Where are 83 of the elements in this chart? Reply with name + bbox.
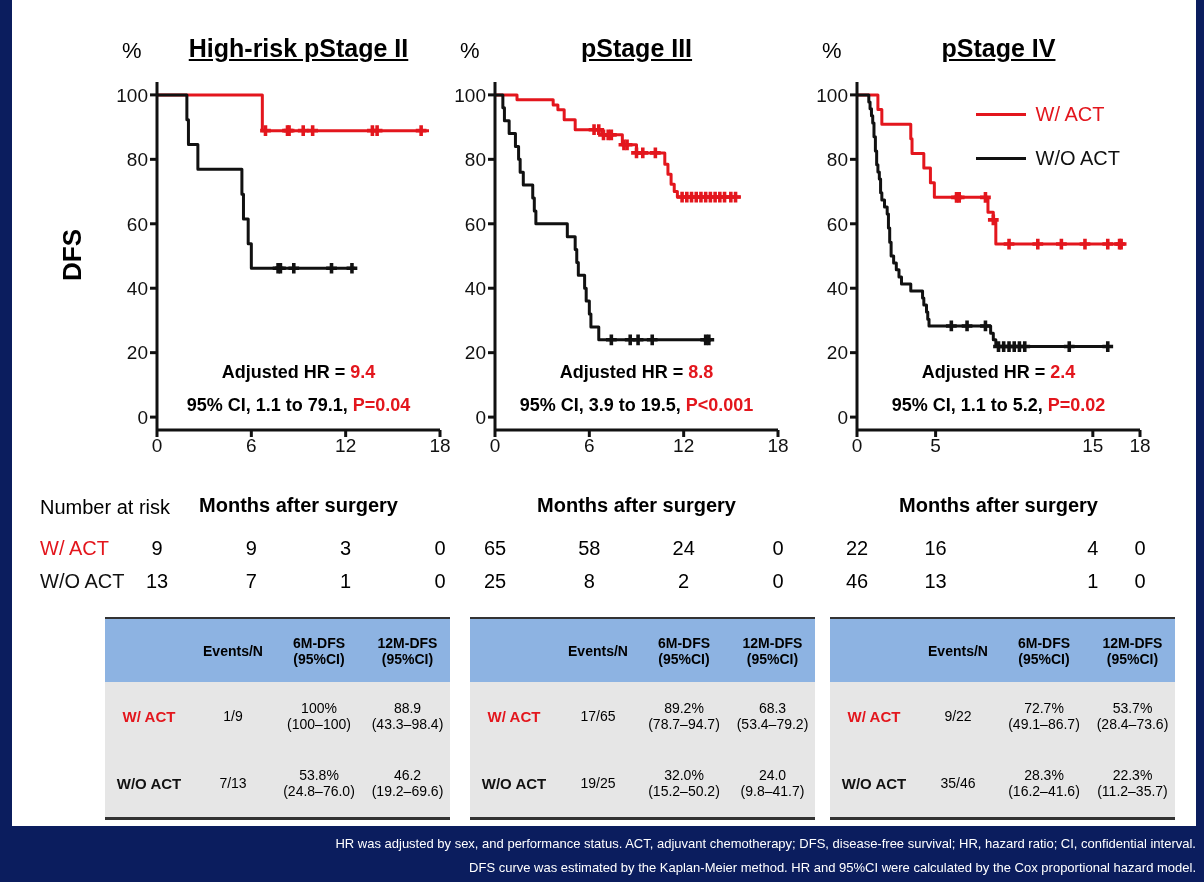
chart-title: High-risk pStage II bbox=[188, 34, 409, 63]
annotation: 8.8 bbox=[688, 362, 714, 382]
x-tick-label: 0 bbox=[489, 435, 501, 457]
y-tick-label: 20 bbox=[464, 342, 486, 364]
annotation: P=0.02 bbox=[1047, 395, 1106, 415]
text: Number at risk bbox=[40, 496, 171, 519]
text: 7 bbox=[245, 570, 257, 593]
annotation: 95% CI, 1.1 to 79.1, bbox=[186, 395, 348, 415]
text: DFS curve was estimated by the Kaplan-Meier method. HR and 95%CI were calculated by the Cox proportional hazard model. bbox=[469, 860, 1196, 875]
text: 0 bbox=[434, 570, 446, 593]
y-tick-label: 100 bbox=[816, 84, 848, 106]
y-tick-label: 60 bbox=[826, 213, 848, 235]
y-tick-label: 80 bbox=[826, 149, 848, 171]
x-tick-label: 6 bbox=[246, 435, 257, 457]
annotation: Adjusted HR = bbox=[221, 362, 346, 382]
annotation: P=0.04 bbox=[352, 395, 411, 415]
text: W/ ACT bbox=[40, 537, 109, 560]
y-tick-label: 60 bbox=[464, 213, 486, 235]
x-tick-label: 18 bbox=[767, 435, 789, 457]
x-tick-label: 0 bbox=[851, 435, 863, 457]
text: 65 bbox=[483, 537, 507, 560]
annotation: 95% CI, 3.9 to 19.5, bbox=[519, 395, 681, 415]
y-tick-label: 40 bbox=[464, 277, 486, 299]
annotation: P<0.001 bbox=[685, 395, 754, 415]
text: DFS bbox=[56, 229, 88, 281]
y-tick-label: 100 bbox=[116, 84, 148, 106]
x-axis-title: Months after surgery bbox=[899, 494, 1098, 517]
y-tick-label: 0 bbox=[475, 406, 486, 428]
text: 1 bbox=[340, 570, 352, 593]
text: 9 bbox=[245, 537, 257, 560]
text: 0 bbox=[434, 537, 446, 560]
x-tick-label: 12 bbox=[673, 435, 695, 457]
x-tick-label: 18 bbox=[1129, 435, 1151, 457]
x-tick-label: 6 bbox=[584, 435, 595, 457]
text: 0 bbox=[772, 570, 784, 593]
y-tick-label: 0 bbox=[837, 406, 848, 428]
x-axis-title: Months after surgery bbox=[537, 494, 736, 517]
text: 22 bbox=[845, 537, 869, 560]
text: 9 bbox=[151, 537, 163, 560]
x-tick-label: 5 bbox=[930, 435, 941, 457]
x-tick-label: 12 bbox=[335, 435, 357, 457]
annotation: 9.4 bbox=[350, 362, 376, 382]
annotation: 95% CI, 1.1 to 5.2, bbox=[891, 395, 1043, 415]
y-tick-label: 40 bbox=[826, 277, 848, 299]
y-axis-title: % bbox=[122, 38, 142, 64]
chart-title: pStage IV bbox=[941, 34, 1056, 63]
x-tick-label: 0 bbox=[151, 435, 163, 457]
y-tick-label: 100 bbox=[454, 84, 486, 106]
text: 58 bbox=[578, 537, 601, 560]
text: 2 bbox=[678, 570, 690, 593]
y-tick-label: 80 bbox=[126, 149, 148, 171]
text: 46 bbox=[845, 570, 869, 593]
text: 3 bbox=[340, 537, 352, 560]
y-tick-label: 20 bbox=[826, 342, 848, 364]
text: 13 bbox=[145, 570, 169, 593]
text: 13 bbox=[924, 570, 947, 593]
y-tick-label: 80 bbox=[464, 149, 486, 171]
annotation: Adjusted HR = bbox=[921, 362, 1046, 382]
chart-title: pStage III bbox=[580, 34, 693, 63]
text: 24 bbox=[672, 537, 695, 560]
x-tick-label: 15 bbox=[1082, 435, 1104, 457]
text: 0 bbox=[1134, 537, 1146, 560]
y-tick-label: 0 bbox=[137, 406, 148, 428]
legend-label: W/ ACT bbox=[1035, 102, 1105, 126]
text: 0 bbox=[772, 537, 784, 560]
x-tick-label: 18 bbox=[429, 435, 451, 457]
annotation: 2.4 bbox=[1050, 362, 1076, 382]
text: 0 bbox=[1134, 570, 1146, 593]
text: 25 bbox=[483, 570, 507, 593]
text: HR was adjusted by sex, and performance status. ACT, adjuvant chemotherapy; DFS, disease-free survival; HR, hazard ratio; CI, confidential interval. bbox=[335, 836, 1196, 851]
y-tick-label: 60 bbox=[126, 213, 148, 235]
y-tick-label: 40 bbox=[126, 277, 148, 299]
text: W/O ACT bbox=[40, 570, 125, 593]
text: 8 bbox=[583, 570, 595, 593]
text: 1 bbox=[1087, 570, 1099, 593]
y-axis-title: % bbox=[822, 38, 842, 64]
y-axis-title: % bbox=[460, 38, 480, 64]
x-axis-title: Months after surgery bbox=[199, 494, 398, 517]
legend-label: W/O ACT bbox=[1035, 146, 1120, 170]
text: 4 bbox=[1087, 537, 1099, 560]
y-tick-label: 20 bbox=[126, 342, 148, 364]
text: 16 bbox=[924, 537, 947, 560]
annotation: Adjusted HR = bbox=[559, 362, 684, 382]
